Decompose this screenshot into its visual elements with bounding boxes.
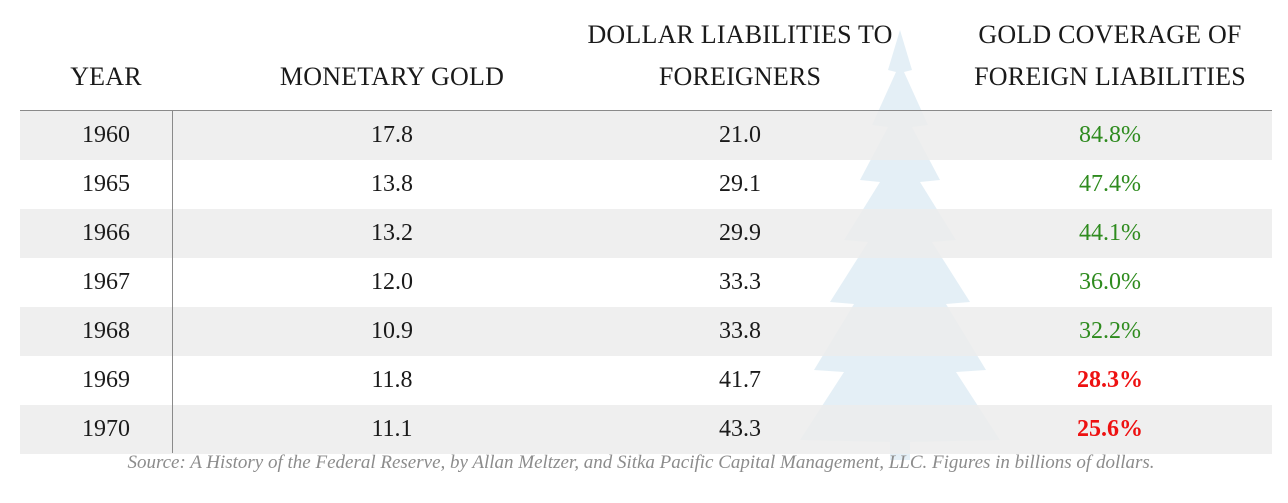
cell-gold-coverage: 25.6%	[1077, 416, 1143, 442]
cell-dollar-liabilities: 29.1	[719, 171, 761, 197]
cell-monetary-gold: 13.2	[371, 220, 413, 246]
cell-gold-coverage: 28.3%	[1077, 367, 1143, 393]
cell-year: 1967	[82, 269, 130, 295]
header-dollar-liabilities: DOLLAR LIABILITIES TO FOREIGNERS	[545, 14, 935, 98]
table-row: 1970 11.1 43.3 25.6%	[20, 405, 1272, 454]
cell-gold-coverage: 44.1%	[1079, 220, 1141, 246]
cell-monetary-gold: 12.0	[371, 269, 413, 295]
cell-dollar-liabilities: 41.7	[719, 367, 761, 393]
header-gold-coverage-line1: GOLD COVERAGE OF	[978, 20, 1242, 49]
cell-dollar-liabilities: 21.0	[719, 122, 761, 148]
cell-monetary-gold: 10.9	[371, 318, 413, 344]
cell-monetary-gold: 11.1	[371, 416, 413, 442]
source-note: Source: A History of the Federal Reserve…	[127, 452, 1155, 473]
cell-monetary-gold: 11.8	[371, 367, 413, 393]
header-year: YEAR	[70, 62, 142, 91]
header-monetary-gold: MONETARY GOLD	[279, 62, 505, 91]
cell-year: 1965	[82, 171, 130, 197]
gold-coverage-table: YEAR MONETARY GOLD DOLLAR LIABILITIES TO…	[20, 0, 1272, 454]
table-row: 1968 10.9 33.8 32.2%	[20, 307, 1272, 356]
cell-dollar-liabilities: 29.9	[719, 220, 761, 246]
table-header: YEAR MONETARY GOLD DOLLAR LIABILITIES TO…	[20, 0, 1272, 111]
cell-dollar-liabilities: 43.3	[719, 416, 761, 442]
cell-year: 1966	[82, 220, 130, 246]
cell-dollar-liabilities: 33.3	[719, 269, 761, 295]
table-row: 1967 12.0 33.3 36.0%	[20, 258, 1272, 307]
cell-gold-coverage: 47.4%	[1079, 171, 1141, 197]
header-dollar-liabilities-line2: FOREIGNERS	[658, 62, 822, 91]
cell-gold-coverage: 32.2%	[1079, 318, 1141, 344]
cell-monetary-gold: 13.8	[371, 171, 413, 197]
column-divider	[172, 111, 173, 453]
table-row: 1960 17.8 21.0 84.8%	[20, 111, 1272, 160]
cell-dollar-liabilities: 33.8	[719, 318, 761, 344]
table-row: 1966 13.2 29.9 44.1%	[20, 209, 1272, 258]
cell-year: 1968	[82, 318, 130, 344]
cell-gold-coverage: 84.8%	[1079, 122, 1141, 148]
cell-year: 1970	[82, 416, 130, 442]
header-dollar-liabilities-line1: DOLLAR LIABILITIES TO	[587, 20, 893, 49]
table-row: 1969 11.8 41.7 28.3%	[20, 356, 1272, 405]
table-row: 1965 13.8 29.1 47.4%	[20, 160, 1272, 209]
cell-year: 1960	[82, 122, 130, 148]
header-gold-coverage: GOLD COVERAGE OF FOREIGN LIABILITIES	[945, 14, 1275, 98]
cell-monetary-gold: 17.8	[371, 122, 413, 148]
header-gold-coverage-line2: FOREIGN LIABILITIES	[974, 62, 1246, 91]
cell-gold-coverage: 36.0%	[1079, 269, 1141, 295]
cell-year: 1969	[82, 367, 130, 393]
